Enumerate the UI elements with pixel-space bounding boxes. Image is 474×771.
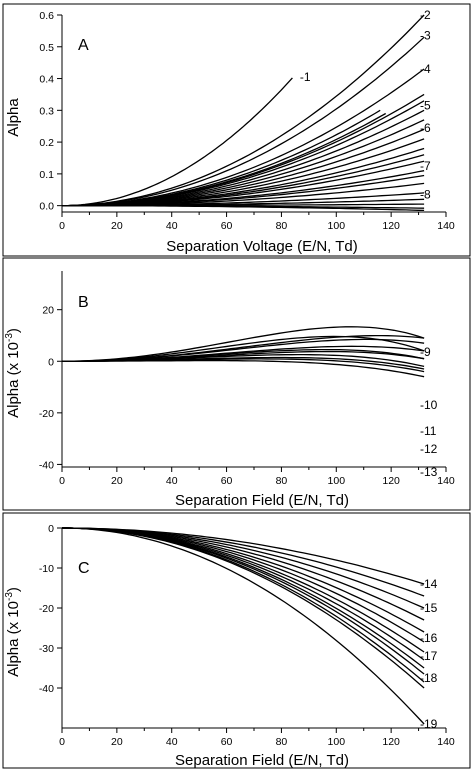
series-line <box>62 14 425 207</box>
x-tick-label: 60 <box>221 475 233 487</box>
series-label: -14 <box>420 577 438 591</box>
x-tick-label: 20 <box>111 475 123 487</box>
y-tick-label: 20 <box>42 305 54 317</box>
series-label: -2 <box>420 8 431 22</box>
x-tick-label: 20 <box>111 220 123 232</box>
series-label: -15 <box>420 601 438 615</box>
series-line <box>62 527 425 669</box>
chart-panel-b: 0 20 40 60 80 100 120 140 -40 -20 0 20 Separation Fi… <box>2 257 471 511</box>
y-tick-label: 0.3 <box>39 105 54 117</box>
x-tick-label: 40 <box>166 220 178 232</box>
y-tick-label: -40 <box>39 683 54 695</box>
x-tick-label: 100 <box>328 220 346 232</box>
series-line <box>61 335 425 362</box>
x-tick-label: 80 <box>276 220 288 232</box>
series-line <box>62 527 425 633</box>
x-tick-label: 40 <box>166 475 178 487</box>
x-axis-title: Separation Field (E/N, Td) <box>175 492 349 509</box>
y-tick-label: -40 <box>39 459 54 471</box>
series-line <box>62 359 425 378</box>
series-label: -12 <box>420 442 438 456</box>
series-label: -13 <box>420 465 438 479</box>
x-tick-label: 40 <box>166 736 178 748</box>
series-label: -16 <box>420 631 438 645</box>
y-axis-title-suffix: ) <box>5 587 22 592</box>
y-axis-title-exponent: -3 <box>4 333 15 342</box>
series-label: -17 <box>420 649 438 663</box>
x-tick-label: 60 <box>221 736 233 748</box>
series-label: -10 <box>420 398 438 412</box>
series-label: -8 <box>420 188 431 202</box>
x-tick-label: 140 <box>437 736 455 748</box>
chart-panel-a: 0 20 40 60 80 100 120 140 0.0 0.1 0.2 0.3 0.4 0.5 0.6 S… <box>2 3 471 257</box>
y-tick-label: 0 <box>48 356 54 368</box>
y-axis-title: Alpha (x 10-3) <box>4 328 22 418</box>
series-label: -11 <box>420 424 437 438</box>
series-label: -9 <box>420 345 431 359</box>
series-label: -18 <box>420 671 438 685</box>
y-tick-label: -20 <box>39 408 54 420</box>
y-tick-label: 0.5 <box>39 42 54 54</box>
y-tick-label: 0.2 <box>39 137 54 149</box>
x-tick-label: 120 <box>382 475 400 487</box>
x-tick-label: 0 <box>59 220 65 232</box>
panel-frame <box>2 512 471 769</box>
y-tick-label: -30 <box>39 643 54 655</box>
panel-frame <box>2 257 471 511</box>
x-tick-label: 0 <box>59 475 65 487</box>
x-tick-label: 80 <box>276 736 288 748</box>
y-tick-label: 0.6 <box>39 10 54 22</box>
x-tick-label: 120 <box>382 736 400 748</box>
x-tick-label: 140 <box>437 475 455 487</box>
chart-panel-c: 0 20 40 60 80 100 120 140 -40 -30 -20 -10 0 Separatio… <box>2 512 471 769</box>
series-line <box>62 204 425 212</box>
panel-letter: C <box>78 560 90 577</box>
series-line <box>62 527 425 689</box>
series-line <box>62 68 425 207</box>
series-label: -7 <box>420 159 431 173</box>
y-axis-title-suffix: ) <box>5 328 22 333</box>
y-tick-label: 0.1 <box>39 169 54 181</box>
y-tick-label: 0 <box>48 523 54 535</box>
panel-letter: A <box>78 37 89 54</box>
series-label: -19 <box>420 717 438 731</box>
series-line <box>62 77 293 207</box>
series-label: -1 <box>300 70 311 84</box>
y-tick-label: -10 <box>39 563 54 575</box>
panel-letter: B <box>78 294 89 311</box>
y-tick-label: -20 <box>39 603 54 615</box>
series-line <box>62 527 425 675</box>
x-tick-label: 80 <box>276 475 288 487</box>
series-label: -5 <box>420 99 431 113</box>
x-tick-label: 0 <box>59 736 65 748</box>
y-axis-title-exponent: -3 <box>4 592 15 601</box>
series-label: -6 <box>420 121 431 135</box>
series-line <box>61 527 425 725</box>
series-line <box>62 36 425 207</box>
series-line <box>62 138 425 207</box>
x-axis-title: Separation Field (E/N, Td) <box>175 752 349 769</box>
y-axis-title: Alpha (x 10-3) <box>4 587 22 677</box>
x-tick-label: 100 <box>328 736 346 748</box>
series-label: -4 <box>420 62 431 76</box>
y-tick-label: 0.4 <box>39 74 54 86</box>
y-axis-title: Alpha <box>5 98 22 137</box>
panel-frame <box>2 3 471 257</box>
y-tick-label: 0.0 <box>39 201 54 213</box>
x-tick-label: 100 <box>328 475 346 487</box>
y-axis-title-main: Alpha (x 10 <box>5 342 22 418</box>
x-tick-label: 140 <box>437 220 455 232</box>
y-axis-title-main: Alpha <box>5 98 22 137</box>
x-axis-title: Separation Voltage (E/N, Td) <box>166 238 358 255</box>
series-label: -3 <box>420 29 431 43</box>
y-axis-title-main: Alpha (x 10 <box>5 601 22 677</box>
x-tick-label: 60 <box>221 220 233 232</box>
x-tick-label: 20 <box>111 736 123 748</box>
x-tick-label: 120 <box>382 220 400 232</box>
